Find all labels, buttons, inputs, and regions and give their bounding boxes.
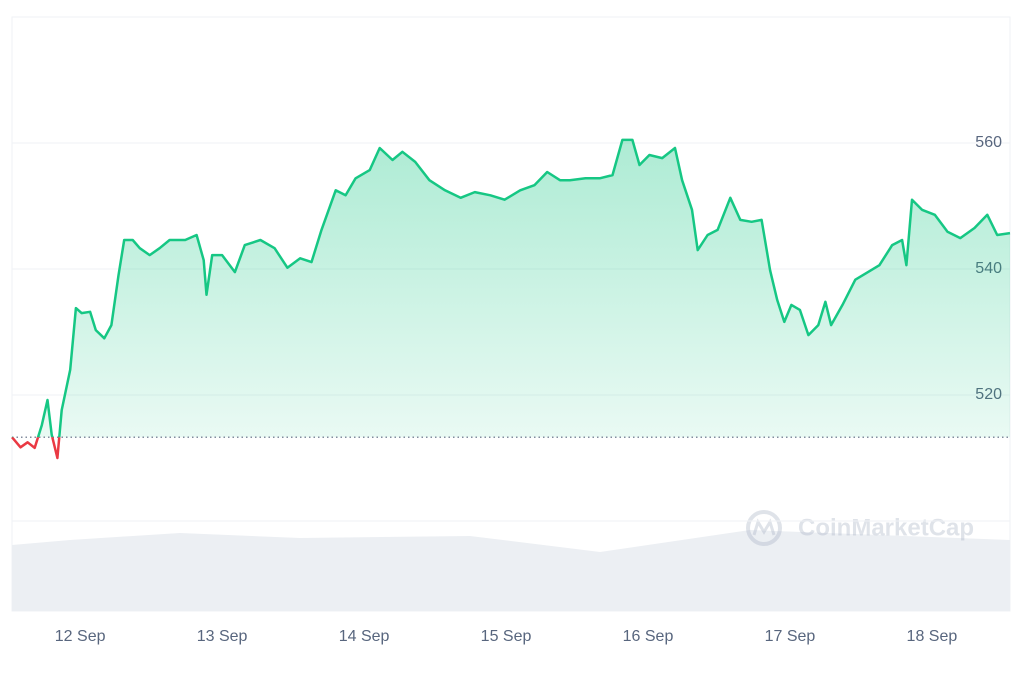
- volume-area: [12, 530, 1010, 611]
- x-tick-label: 18 Sep: [907, 628, 958, 645]
- watermark: CoinMarketCap: [746, 510, 974, 546]
- price-area: [12, 139, 1010, 438]
- x-tick-label: 16 Sep: [623, 628, 674, 645]
- price-line-up: [11, 138, 1011, 438]
- x-tick-label: 15 Sep: [481, 628, 532, 645]
- x-tick-label: 13 Sep: [197, 628, 248, 645]
- x-tick-label: 14 Sep: [339, 628, 390, 645]
- y-tick-label: 560: [975, 134, 1002, 151]
- watermark-text: CoinMarketCap: [798, 514, 974, 541]
- x-tick-label: 17 Sep: [765, 628, 816, 645]
- x-tick-label: 12 Sep: [55, 628, 106, 645]
